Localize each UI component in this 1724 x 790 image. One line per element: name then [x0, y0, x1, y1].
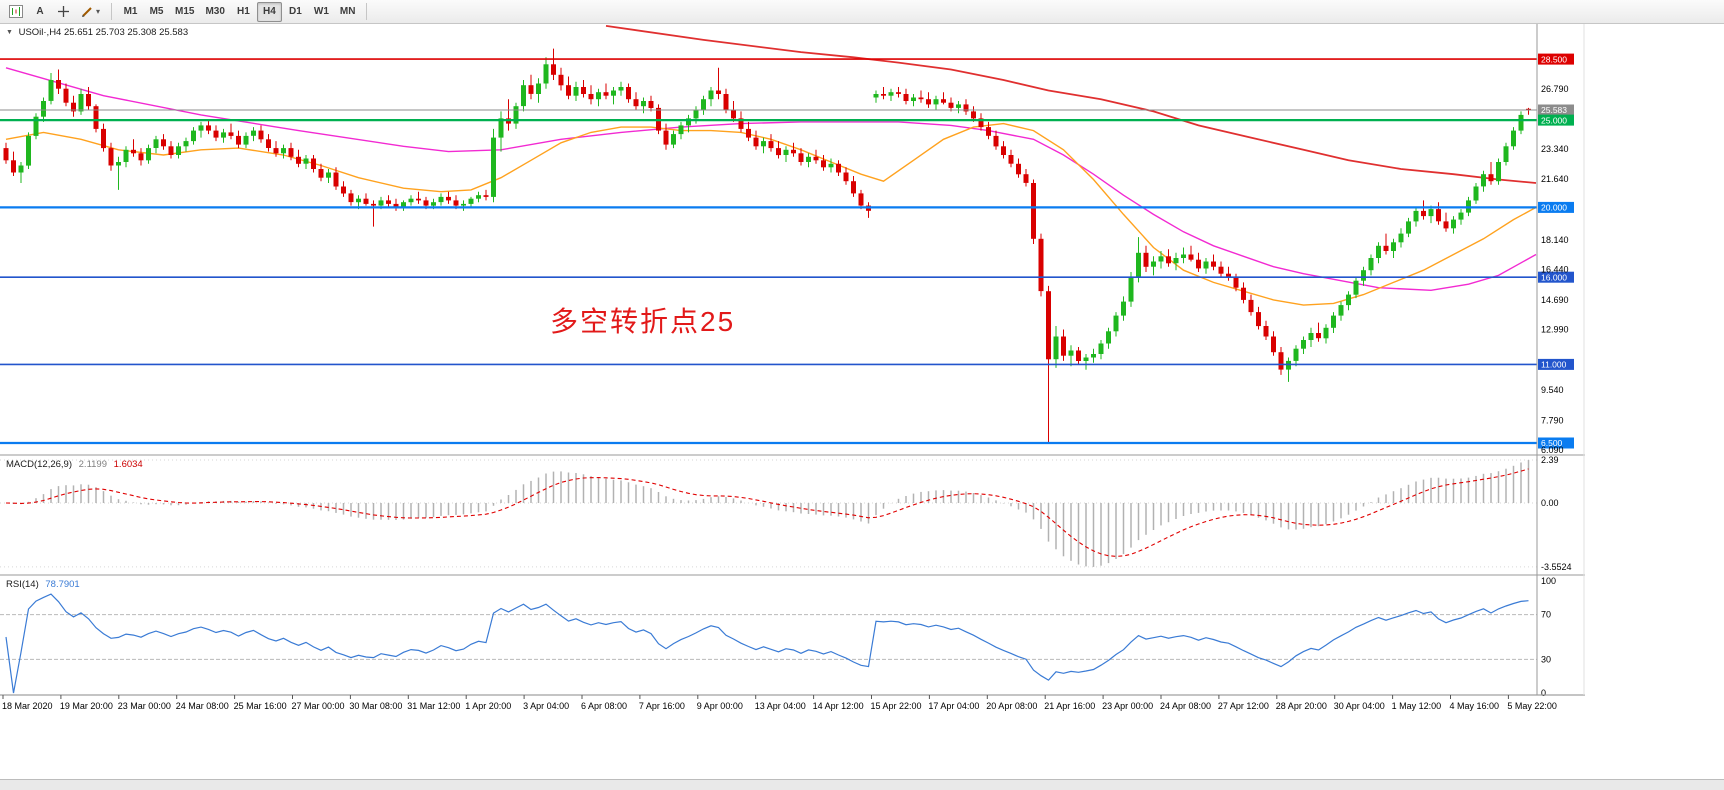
toolbar-separator — [366, 3, 368, 20]
macd-panel: 2.39 0.00 -3.5524 — [0, 455, 1572, 572]
dropdown-arrow-icon: ▾ — [96, 7, 101, 16]
chart-annotation-text[interactable]: 多空转折点25 — [550, 306, 736, 337]
toolbar-separator — [111, 3, 113, 20]
svg-text:0: 0 — [1541, 688, 1546, 698]
svg-text:24 Apr 08:00: 24 Apr 08:00 — [1160, 701, 1211, 711]
ma-red — [605, 25, 1537, 184]
pencil-icon — [82, 7, 92, 17]
horizontal-level-lines[interactable] — [0, 58, 1537, 445]
svg-text:25 Mar 16:00: 25 Mar 16:00 — [234, 701, 287, 711]
timeframe-button-h4[interactable]: H4 — [256, 1, 282, 22]
svg-text:20.000: 20.000 — [1541, 203, 1567, 213]
timeframe-button-m30[interactable]: M30 — [205, 6, 225, 17]
svg-text:18.140: 18.140 — [1541, 235, 1569, 245]
svg-text:30: 30 — [1541, 654, 1551, 664]
svg-text:13 Apr 04:00: 13 Apr 04:00 — [755, 701, 806, 711]
timeframe-button-mn[interactable]: MN — [339, 6, 356, 17]
svg-text:11.000: 11.000 — [1541, 360, 1567, 370]
timeframe-button-m5[interactable]: M5 — [149, 6, 164, 17]
window-bottom-strip — [0, 779, 1724, 790]
svg-text:100: 100 — [1541, 576, 1556, 586]
svg-text:3 Apr 04:00: 3 Apr 04:00 — [523, 701, 569, 711]
svg-text:6 Apr 08:00: 6 Apr 08:00 — [581, 701, 627, 711]
svg-text:7.790: 7.790 — [1541, 416, 1564, 426]
macd-histogram — [12, 460, 1530, 567]
svg-text:31 Mar 12:00: 31 Mar 12:00 — [407, 701, 460, 711]
crosshair-icon — [58, 6, 69, 17]
svg-text:30 Mar 08:00: 30 Mar 08:00 — [349, 701, 402, 711]
svg-text:5 May 22:00: 5 May 22:00 — [1507, 701, 1557, 711]
timeframe-button-m1[interactable]: M1 — [123, 6, 138, 17]
svg-text:6.090: 6.090 — [1541, 445, 1564, 455]
svg-text:26.790: 26.790 — [1541, 84, 1569, 94]
rsi-panel: 100 70 30 0 — [0, 576, 1556, 698]
svg-text:16.440: 16.440 — [1541, 265, 1569, 275]
svg-text:9 Apr 00:00: 9 Apr 00:00 — [697, 701, 743, 711]
macd-signal-line — [5, 468, 1529, 557]
svg-text:12.990: 12.990 — [1541, 325, 1569, 335]
svg-text:1 Apr 20:00: 1 Apr 20:00 — [465, 701, 511, 711]
svg-text:25.583: 25.583 — [1541, 105, 1567, 115]
chart-window-button[interactable] — [4, 2, 28, 22]
svg-text:27 Mar 00:00: 27 Mar 00:00 — [292, 701, 345, 711]
svg-text:14 Apr 12:00: 14 Apr 12:00 — [813, 701, 864, 711]
svg-text:17 Apr 04:00: 17 Apr 04:00 — [928, 701, 979, 711]
text-tool-button[interactable]: A — [36, 6, 44, 17]
svg-text:4 May 16:00: 4 May 16:00 — [1450, 701, 1500, 711]
svg-text:15 Apr 22:00: 15 Apr 22:00 — [871, 701, 922, 711]
svg-text:25.000: 25.000 — [1541, 115, 1567, 125]
svg-text:9.540: 9.540 — [1541, 385, 1564, 395]
ma-magenta — [5, 67, 1537, 292]
candles — [3, 48, 1531, 443]
svg-text:14.690: 14.690 — [1541, 295, 1569, 305]
svg-text:1 May 12:00: 1 May 12:00 — [1392, 701, 1442, 711]
timeframe-group: M1 M5 M15 M30 H1 H4 D1 W1 MN — [118, 1, 360, 22]
svg-text:23 Apr 00:00: 23 Apr 00:00 — [1102, 701, 1153, 711]
svg-text:23.340: 23.340 — [1541, 144, 1569, 154]
svg-text:6.500: 6.500 — [1541, 438, 1563, 448]
timeframe-button-m15[interactable]: M15 — [175, 6, 195, 17]
svg-text:2.39: 2.39 — [1541, 455, 1559, 465]
crosshair-tool-button[interactable] — [52, 2, 75, 22]
rsi-line — [5, 593, 1529, 694]
timeframe-button-h1[interactable]: H1 — [237, 6, 250, 17]
svg-text:7 Apr 16:00: 7 Apr 16:00 — [639, 701, 685, 711]
timeframe-button-w1[interactable]: W1 — [313, 6, 329, 17]
svg-text:19 Mar 20:00: 19 Mar 20:00 — [60, 701, 113, 711]
draw-tools-dropdown-button[interactable]: ▾ — [76, 2, 105, 22]
svg-text:23 Mar 00:00: 23 Mar 00:00 — [118, 701, 171, 711]
svg-text:21 Apr 16:00: 21 Apr 16:00 — [1044, 701, 1095, 711]
chart-bars-icon — [9, 5, 23, 18]
svg-text:30 Apr 04:00: 30 Apr 04:00 — [1334, 701, 1385, 711]
svg-text:0.00: 0.00 — [1541, 498, 1559, 508]
svg-text:28 Apr 20:00: 28 Apr 20:00 — [1276, 701, 1327, 711]
svg-text:28.500: 28.500 — [1541, 54, 1567, 64]
svg-text:16.000: 16.000 — [1541, 272, 1567, 282]
time-axis[interactable]: 18 Mar 2020 19 Mar 20:00 23 Mar 00:00 24 Ma… — [0, 694, 1585, 711]
toolbar: A ▾ M1 M5 M15 M30 H1 H4 D1 W1 MN — [0, 0, 1724, 24]
chart-window: 28.500 25.583 25.000 20.000 16.000 11.000 6.50… — [0, 24, 1585, 713]
svg-text:18 Mar 2020: 18 Mar 2020 — [2, 701, 53, 711]
svg-text:24 Mar 08:00: 24 Mar 08:00 — [176, 701, 229, 711]
svg-text:-3.5524: -3.5524 — [1541, 562, 1572, 572]
svg-text:20 Apr 08:00: 20 Apr 08:00 — [986, 701, 1037, 711]
svg-text:27 Apr 12:00: 27 Apr 12:00 — [1218, 701, 1269, 711]
svg-text:21.640: 21.640 — [1541, 174, 1569, 184]
timeframe-button-d1[interactable]: D1 — [289, 6, 302, 17]
svg-text:70: 70 — [1541, 610, 1551, 620]
